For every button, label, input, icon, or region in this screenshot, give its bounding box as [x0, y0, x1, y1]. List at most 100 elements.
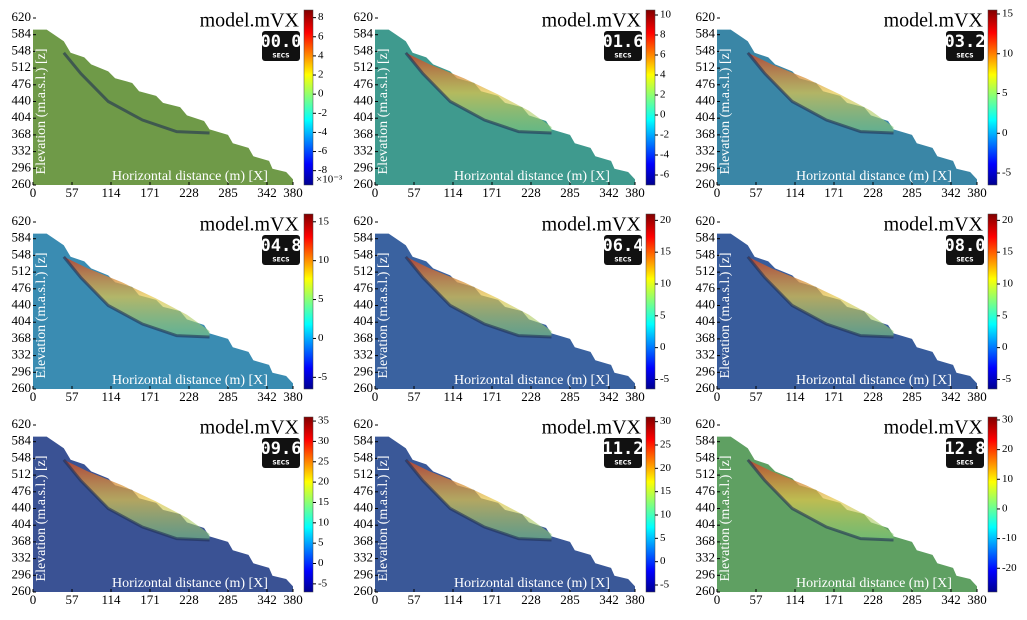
- timer-box: [262, 235, 300, 265]
- colorbar-tick-label: -5: [1002, 373, 1012, 385]
- y-tick-label: 332: [354, 550, 374, 565]
- colorbar-tick-label: 15: [1002, 8, 1014, 20]
- y-tick-label: 440: [12, 499, 32, 514]
- x-axis-label: Horizontal distance (m) [X]: [454, 576, 610, 591]
- colorbar-tick-label: 8: [318, 11, 324, 23]
- x-axis-label: Horizontal distance (m) [X]: [112, 169, 268, 184]
- x-tick-label: 285: [218, 592, 238, 607]
- colorbar-tick-label: -4: [660, 149, 670, 161]
- y-tick-label: 260: [354, 583, 374, 598]
- x-axis-label: Horizontal distance (m) [X]: [454, 169, 610, 184]
- timer: 06.4: [603, 236, 644, 256]
- y-tick-label: 476: [696, 76, 716, 91]
- colorbar-tick-label: 10: [318, 516, 330, 528]
- colorbar: [645, 213, 656, 390]
- y-tick-label: 620: [354, 213, 374, 228]
- colorbar-tick-label: 15: [660, 246, 672, 258]
- slip-surface: [746, 458, 894, 542]
- colorbar-tick-label: -5: [318, 577, 328, 589]
- panel-title: model.mVX: [884, 417, 984, 439]
- y-tick-label: 512: [12, 263, 32, 278]
- timer-unit: SECS: [956, 257, 973, 264]
- y-axis-label: Elevation (m.a.s.l.) [z]: [376, 456, 391, 582]
- slide-mass: [747, 459, 894, 541]
- x-tick-label: 0: [30, 185, 37, 200]
- y-tick-label: 404: [696, 109, 716, 124]
- x-tick-label: 171: [824, 389, 844, 404]
- y-axis-label: Elevation (m.a.s.l.) [z]: [718, 49, 733, 175]
- x-tick-label: 57: [750, 389, 764, 404]
- y-tick-label: 476: [12, 280, 32, 295]
- slide-mass: [405, 256, 552, 338]
- colorbar-tick-label: 6: [318, 30, 324, 42]
- y-axis-label: Elevation (m.a.s.l.) [z]: [718, 456, 733, 582]
- x-tick-label: 285: [218, 389, 238, 404]
- y-tick-label: 548: [354, 42, 374, 57]
- y-tick-label: 368: [354, 126, 374, 141]
- x-tick-label: 171: [140, 185, 160, 200]
- y-tick-label: 512: [12, 59, 32, 74]
- colorbar-tick-label: -4: [318, 126, 328, 138]
- colorbar: [645, 416, 656, 593]
- x-tick-label: 342: [941, 185, 961, 200]
- y-tick-label: 548: [354, 449, 374, 464]
- timer-box: [946, 235, 984, 265]
- x-tick-label: 114: [443, 185, 463, 200]
- y-tick-label: 296: [696, 159, 716, 174]
- slide-mass: [747, 256, 894, 338]
- colorbar-tick-label: -2: [318, 107, 327, 119]
- colorbar-tick-label: 30: [660, 415, 672, 427]
- y-tick-label: 260: [696, 583, 716, 598]
- colorbar-tick-label: 0: [660, 109, 666, 121]
- slip-surface: [404, 51, 552, 135]
- timer-box: [262, 31, 300, 61]
- x-tick-label: 285: [218, 185, 238, 200]
- x-tick-label: 342: [257, 389, 277, 404]
- y-tick-label: 404: [12, 109, 32, 124]
- x-tick-label: 285: [560, 185, 580, 200]
- timer-unit: SECS: [272, 53, 289, 60]
- colorbar-tick-label: -2: [660, 129, 669, 141]
- y-tick-label: 440: [354, 499, 374, 514]
- colorbar-tick-label: 10: [1002, 278, 1014, 290]
- colorbar-tick-label: 4: [318, 49, 324, 61]
- x-tick-label: 0: [714, 389, 721, 404]
- x-tick-label: 57: [408, 592, 422, 607]
- colorbar-tick-label: -6: [660, 169, 670, 181]
- y-tick-label: 440: [354, 92, 374, 107]
- x-tick-label: 285: [902, 592, 922, 607]
- slip-surface: [404, 255, 552, 339]
- x-tick-label: 0: [30, 592, 37, 607]
- timer-unit: SECS: [614, 460, 631, 467]
- y-tick-label: 296: [696, 363, 716, 378]
- colorbar-tick-label: 8: [660, 29, 666, 41]
- y-tick-label: 260: [12, 583, 32, 598]
- colorbar-tick-label: 0: [660, 555, 666, 567]
- x-tick-label: 342: [941, 592, 961, 607]
- y-tick-label: 404: [696, 516, 716, 531]
- y-tick-label: 332: [696, 550, 716, 565]
- x-tick-label: 114: [101, 592, 121, 607]
- y-tick-label: 332: [12, 347, 32, 362]
- y-axis-label: Elevation (m.a.s.l.) [z]: [718, 253, 733, 379]
- y-tick-label: 584: [354, 230, 374, 245]
- colorbar: [987, 213, 998, 390]
- colorbar-tick-label: -8: [318, 164, 328, 176]
- colorbar-tick-label: 0: [1002, 127, 1008, 139]
- y-tick-label: 440: [12, 296, 32, 311]
- y-tick-label: 620: [696, 416, 716, 431]
- y-tick-label: 332: [354, 143, 374, 158]
- panel-title: model.mVX: [200, 214, 300, 236]
- colorbar-tick-label: 25: [318, 455, 330, 467]
- y-tick-label: 620: [696, 213, 716, 228]
- y-tick-label: 368: [696, 126, 716, 141]
- x-axis-label: Horizontal distance (m) [X]: [796, 373, 952, 388]
- y-tick-label: 260: [696, 380, 716, 395]
- y-tick-label: 512: [696, 263, 716, 278]
- timer-unit: SECS: [272, 257, 289, 264]
